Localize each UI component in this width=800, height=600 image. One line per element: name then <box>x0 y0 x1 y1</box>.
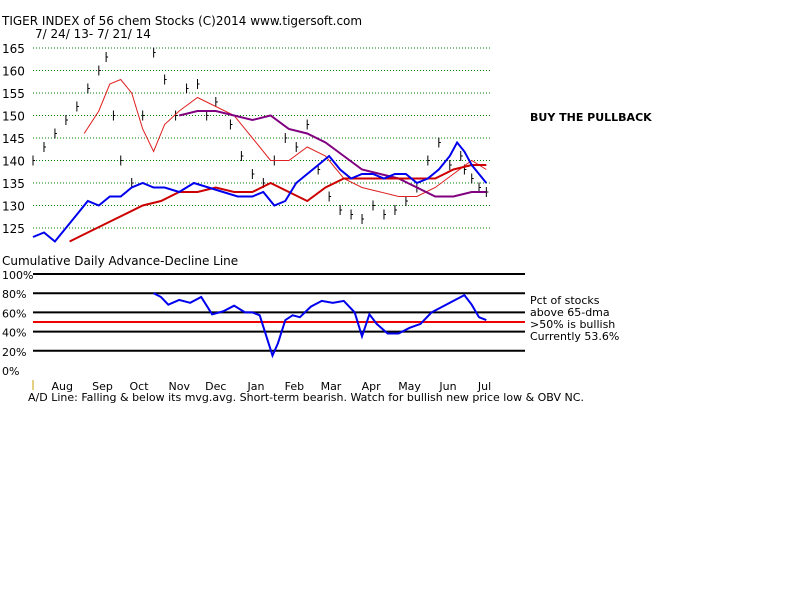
breadth-ytick-label: 0% <box>2 365 19 378</box>
price-panel: 125 130 135 140 145 150 155 160 165 <box>2 42 492 243</box>
price-ytick-label: 160 <box>2 65 25 79</box>
price-ytick-label: 150 <box>2 110 25 124</box>
breadth-legend-line-3: >50% is bullish <box>530 318 615 331</box>
breadth-commentary: A/D Line: Falling & below its mvg.avg. S… <box>28 391 584 404</box>
month-tick-label: Jun <box>438 380 456 393</box>
price-ytick-label: 125 <box>2 222 25 236</box>
breadth-ytick-label: 100% <box>2 269 33 282</box>
price-chart-annotation: BUY THE PULLBACK <box>530 111 652 124</box>
month-tick-label: Aug <box>52 380 73 393</box>
breadth-chart-title: Cumulative Daily Advance-Decline Line <box>2 254 238 268</box>
breadth-legend-line-1: Pct of stocks <box>530 294 600 307</box>
ma_mid-line <box>178 110 487 198</box>
month-tick-label: Feb <box>285 380 304 393</box>
breadth-ytick-label: 40% <box>2 327 26 340</box>
price-chart-title: TIGER INDEX of 56 chem Stocks (C)2014 ww… <box>1 14 362 28</box>
breadth-legend-line-4: Currently 53.6% <box>530 330 619 343</box>
month-tick-label: Sep <box>92 380 113 393</box>
breadth-line <box>153 292 487 359</box>
month-tick-label: Nov <box>169 380 191 393</box>
month-tick-label: Oct <box>130 380 150 393</box>
price-ytick-label: 135 <box>2 177 25 191</box>
ma_long-line <box>69 164 487 243</box>
month-tick-label: May <box>398 380 421 393</box>
breadth-ytick-label: 20% <box>2 346 26 359</box>
month-tick-label: Jul <box>477 380 491 393</box>
month-tick-label: Apr <box>362 380 382 393</box>
price-chart-date-range: 7/ 24/ 13- 7/ 21/ 14 <box>35 27 151 41</box>
breadth-ytick-label: 80% <box>2 288 26 301</box>
breadth-ytick-label: 60% <box>2 307 26 320</box>
breadth-legend-line-2: above 65-dma <box>530 306 610 319</box>
price-ytick-label: 155 <box>2 87 25 101</box>
price-ytick-label: 130 <box>2 200 25 214</box>
month-tick-label: Mar <box>321 380 342 393</box>
price-ytick-label: 145 <box>2 132 25 146</box>
month-tick-label: Jan <box>247 380 265 393</box>
price-ytick-label: 140 <box>2 155 25 169</box>
breadth-panel: 0% 20% 40% 60% 80% 100% Aug Sep Oct Nov Dec Jan Feb M… <box>2 269 525 393</box>
ma_short-line <box>83 78 487 197</box>
adline-line <box>32 140 488 243</box>
price-ytick-label: 165 <box>2 42 25 56</box>
month-tick-label: Dec <box>205 380 226 393</box>
